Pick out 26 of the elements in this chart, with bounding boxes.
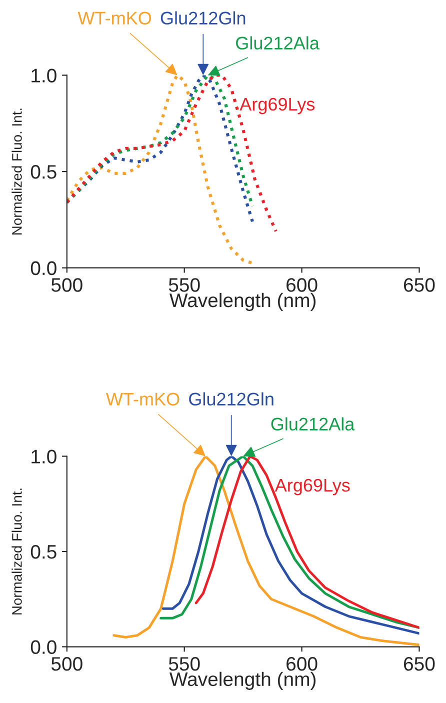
y-tick-label: 0.5 [30,165,56,179]
x-axis-title: Wavelength (nm) [170,292,316,312]
x-tick-label: 550 [168,278,200,292]
text: WT-mKO [106,392,180,406]
x-tick-label: 500 [51,656,82,671]
x-tick-label: 550 [168,656,200,671]
x-tick-label: 650 [404,656,435,671]
series-label: Arg69Lys [240,98,315,114]
x-tick-label: 500 [51,278,82,292]
text: WT-mKO [78,12,152,25]
y-tick-label: 1.0 [32,68,56,82]
y-tick-label: 0.5 [30,544,56,559]
x-axis-title: Wavelength (nm) [170,672,316,690]
y-axis-title: Normalized Fluo. Int. [12,108,22,234]
y-tick-label: 0.0 [30,640,56,654]
text: Glu212Gln [189,392,274,406]
text: Glu212Gln [160,11,246,25]
y-tick-label: 0.0 [30,261,56,276]
x-tick-label: 650 [404,278,435,292]
y-axis-title: Normalized Fluo. Int. [12,488,22,614]
text: Glu212Ala [271,417,355,431]
y-tick-label: 1.0 [32,450,56,464]
x-tick-label: 600 [286,656,318,671]
text: Glu212Ala [236,36,320,50]
series-label: Arg69Lys [274,478,350,496]
x-tick-label: 600 [286,278,318,292]
